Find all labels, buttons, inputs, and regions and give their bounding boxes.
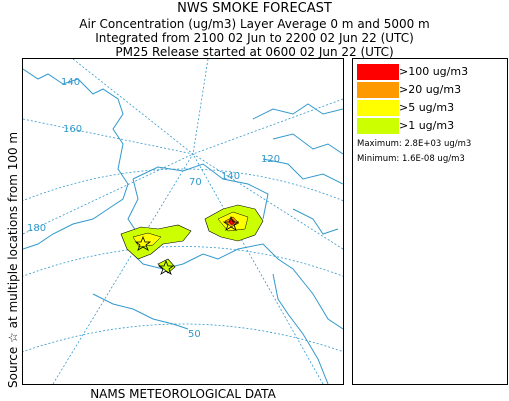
source-side-label: Source ☆ at multiple locations from 100 … [6, 131, 20, 388]
grid-label: 120 [261, 154, 280, 165]
subtitle-integration: Integrated from 2100 02 Jun to 2200 02 J… [95, 31, 414, 45]
grid-label: 180 [27, 223, 46, 234]
legend-label-1: >1 ug/m3 [399, 119, 455, 132]
source-markers [134, 215, 240, 275]
grid-label: 140 [221, 171, 240, 182]
legend-maximum: Maximum: 2.8E+03 ug/m3 [357, 139, 472, 149]
latitude-line-70 [23, 168, 343, 202]
coastlines [23, 68, 343, 384]
meteorological-data-footer: NAMS METEOROLOGICAL DATA [90, 387, 276, 401]
legend-swatch-100 [357, 64, 399, 80]
meridian-line [72, 59, 194, 155]
subtitle-concentration: Air Concentration (ug/m3) Layer Average … [79, 17, 430, 31]
meridian-line [23, 153, 194, 235]
graticule [23, 59, 343, 384]
grid-label: 50 [188, 329, 201, 340]
coastline-alaska-south [182, 243, 343, 330]
map-title: NWS SMOKE FORECAST [177, 1, 332, 16]
map-panel: 140 160 180 70 140 120 50 [22, 58, 344, 385]
meridian-line [192, 153, 343, 250]
legend-swatch-1 [357, 118, 399, 134]
coastline-siberia [23, 68, 129, 250]
legend-minimum: Minimum: 1.6E-08 ug/m3 [357, 154, 465, 164]
meridian-line [192, 59, 209, 155]
coastline-alaska-north [132, 163, 269, 220]
legend-label-5: >5 ug/m3 [399, 101, 455, 114]
star-icon [157, 259, 175, 275]
latitude-line-60 [23, 246, 343, 277]
grid-label: 70 [189, 177, 202, 188]
subtitle-release: PM25 Release started at 0600 02 Jun 22 (… [115, 45, 394, 59]
legend-panel: >100 ug/m3 >20 ug/m3 >5 ug/m3 >1 ug/m3 M… [352, 58, 508, 385]
meridian-line [23, 118, 194, 155]
coastline-bc [272, 273, 329, 384]
latitude-line-50 [23, 323, 343, 353]
legend-swatch-5 [357, 100, 399, 116]
legend-swatch-20 [357, 82, 399, 98]
grid-label: 140 [61, 77, 80, 88]
coastline-hudson [292, 208, 339, 235]
meridian-line [192, 98, 343, 155]
meridian-line [52, 153, 194, 384]
plume-west-core [132, 232, 162, 248]
coastline-aleutians [92, 293, 189, 330]
star-icon [222, 215, 240, 231]
legend-label-100: >100 ug/m3 [399, 65, 469, 78]
star-icon [134, 235, 152, 251]
plume-south [157, 258, 176, 274]
legend-label-20: >20 ug/m3 [399, 83, 462, 96]
grid-label: 160 [63, 124, 82, 135]
grid-labels: 140 160 180 70 140 120 50 [27, 77, 280, 340]
coastline-canada-arctic [252, 103, 343, 120]
coastline-canada-arctic-2 [272, 133, 343, 155]
map-canvas: 140 160 180 70 140 120 50 [23, 59, 343, 384]
coastline-canada-arctic-3 [262, 158, 343, 185]
meridian-line [192, 153, 324, 384]
